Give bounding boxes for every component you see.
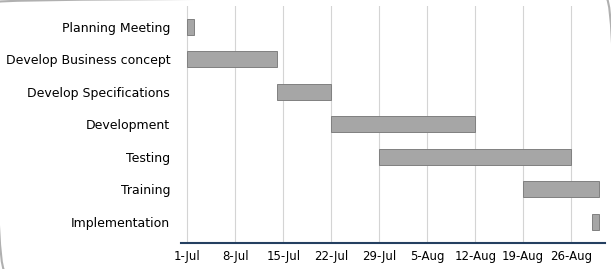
- Bar: [188, 19, 194, 35]
- Bar: [277, 84, 331, 100]
- Bar: [188, 51, 277, 67]
- Bar: [591, 214, 599, 230]
- Bar: [379, 148, 571, 165]
- Bar: [523, 181, 599, 197]
- Bar: [331, 116, 475, 132]
